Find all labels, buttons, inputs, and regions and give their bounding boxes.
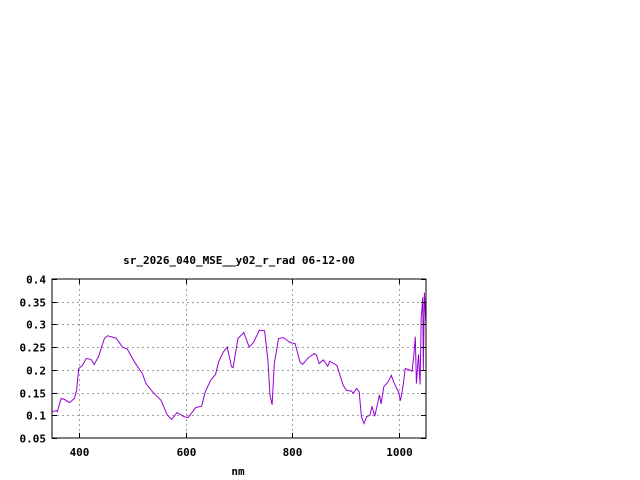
plot-frame [51, 278, 427, 439]
series-layer [51, 292, 427, 425]
y-tick-label: 0.15 [20, 388, 47, 401]
x-tick-label: 600 [177, 446, 197, 459]
chart-title: sr_2026_040_MSE__y02_r_rad 06-12-00 [123, 254, 355, 267]
y-tick-label: 0.1 [26, 410, 46, 423]
grid [52, 279, 426, 438]
y-tick-label: 0.2 [26, 365, 46, 378]
series-line [51, 292, 427, 425]
y-tick-label: 0.05 [20, 433, 47, 446]
y-tick-label: 0.35 [20, 297, 47, 310]
y-tick-label: 0.3 [26, 319, 46, 332]
x-tick-label: 800 [283, 446, 303, 459]
x-tick-label: 400 [70, 446, 90, 459]
y-tick-label: 0.4 [26, 274, 46, 287]
x-axis-label: nm [231, 465, 245, 478]
y-tick-label: 0.25 [20, 342, 47, 355]
x-tick-label: 1000 [386, 446, 413, 459]
ticks: 400 600 800 1000 0.05 0.1 0.15 0.2 0.25 0.3 0.35 0.… [20, 274, 426, 459]
